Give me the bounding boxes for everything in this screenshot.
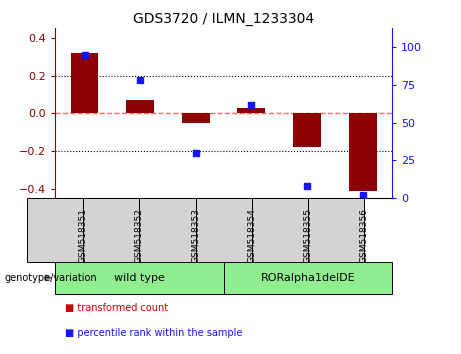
Title: GDS3720 / ILMN_1233304: GDS3720 / ILMN_1233304 — [133, 12, 314, 26]
Text: GSM518352: GSM518352 — [135, 208, 144, 263]
Text: wild type: wild type — [114, 273, 165, 283]
Text: genotype/variation: genotype/variation — [5, 273, 97, 283]
Text: GSM518351: GSM518351 — [79, 208, 88, 263]
Text: ■ transformed count: ■ transformed count — [65, 303, 168, 313]
Bar — [224, 262, 392, 294]
Bar — [139, 198, 195, 262]
Text: GSM518356: GSM518356 — [359, 208, 368, 263]
Text: RORalpha1delDE: RORalpha1delDE — [260, 273, 355, 283]
Bar — [308, 198, 364, 262]
Bar — [195, 198, 252, 262]
Bar — [71, 53, 99, 113]
Bar — [182, 113, 210, 123]
Text: ■ percentile rank within the sample: ■ percentile rank within the sample — [65, 328, 242, 338]
Text: GSM518353: GSM518353 — [191, 208, 200, 263]
Bar — [83, 198, 139, 262]
Bar — [237, 108, 265, 113]
Bar — [55, 262, 224, 294]
Bar — [349, 113, 377, 191]
Bar — [126, 100, 154, 113]
Bar — [293, 113, 321, 147]
Bar — [252, 198, 308, 262]
Text: GSM518355: GSM518355 — [303, 208, 312, 263]
Text: GSM518354: GSM518354 — [247, 208, 256, 263]
Bar — [27, 198, 83, 262]
